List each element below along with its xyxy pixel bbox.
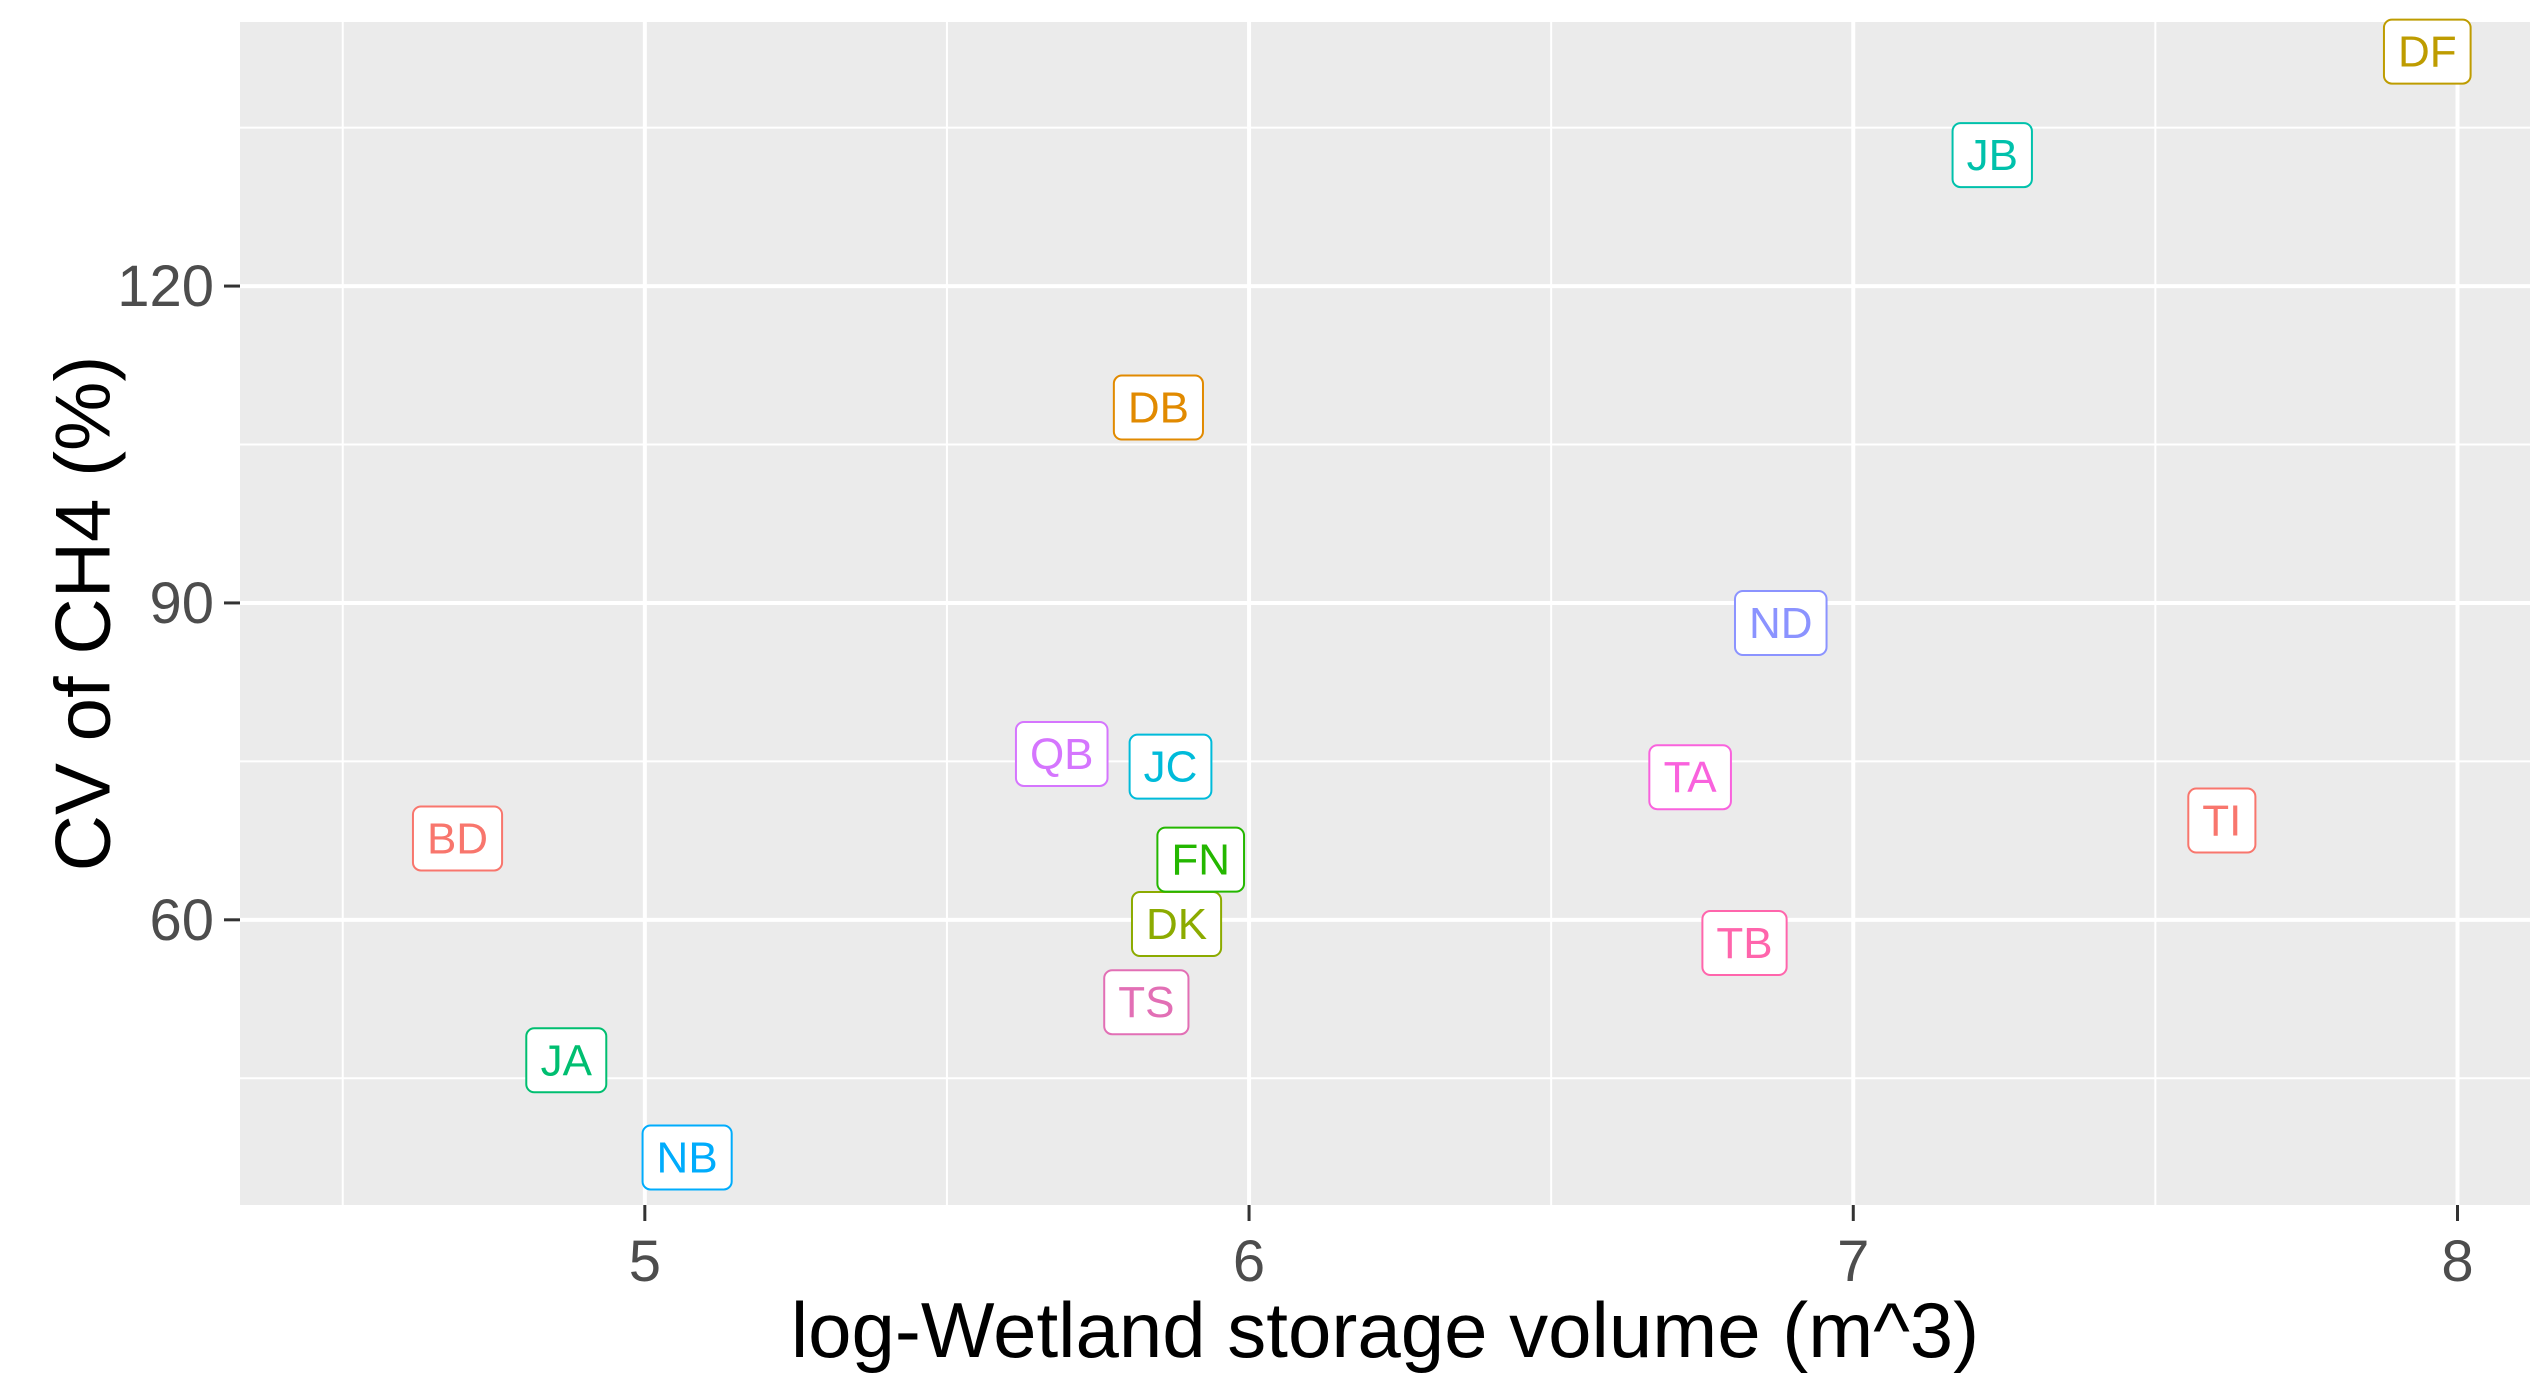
point-label-dk: DK — [1130, 891, 1223, 958]
point-label-text: DB — [1128, 384, 1189, 433]
point-labels: BD DB DF DK FN JA JB JC NB ND QB TA TB TI TS — [411, 18, 2472, 1191]
x-tick-label: 8 — [2441, 1229, 2473, 1294]
point-label-text: JA — [541, 1036, 593, 1085]
label-box — [2382, 18, 2472, 85]
plot-panel — [240, 22, 2530, 1205]
label-box — [1648, 744, 1732, 811]
point-label-text: TS — [1118, 978, 1174, 1027]
point-label-ti: TI — [2187, 787, 2257, 854]
x-axis-tick-labels: 5 6 7 8 — [629, 1229, 2474, 1294]
point-label-tb: TB — [1701, 910, 1788, 977]
point-label-nd: ND — [1733, 590, 1828, 657]
y-tick-label: 120 — [117, 254, 214, 319]
point-label-text: NB — [657, 1133, 718, 1182]
minor-grid — [240, 22, 2530, 1205]
y-axis-ticks — [224, 284, 240, 922]
point-label-df: DF — [2382, 18, 2472, 85]
label-box — [1733, 590, 1828, 657]
point-label-text: ND — [1749, 599, 1813, 648]
point-label-text: FN — [1171, 836, 1230, 885]
x-tick-label: 5 — [629, 1229, 661, 1294]
label-box — [411, 805, 504, 872]
x-axis-ticks — [643, 1205, 2459, 1221]
x-tick-label: 7 — [1837, 1229, 1869, 1294]
label-box — [1701, 910, 1788, 977]
point-label-text: TA — [1664, 753, 1718, 802]
point-label-qb: QB — [1014, 720, 1109, 787]
point-label-ja: JA — [525, 1027, 608, 1094]
point-label-ta: TA — [1648, 744, 1732, 811]
point-label-jb: JB — [1951, 122, 2033, 189]
point-label-nb: NB — [641, 1124, 733, 1191]
y-axis-title: CV of CH4 (%) — [38, 356, 126, 872]
label-box — [1103, 969, 1190, 1036]
y-axis-tick-labels: 60 90 120 — [117, 254, 214, 953]
point-label-fn: FN — [1156, 826, 1246, 893]
y-tick-label: 90 — [149, 571, 214, 636]
y-tick-label: 60 — [149, 888, 214, 953]
point-label-text: BD — [427, 814, 488, 863]
x-axis-title: log-Wetland storage volume (m^3) — [791, 1286, 1979, 1374]
point-label-text: JB — [1967, 131, 2018, 180]
point-label-db: DB — [1112, 374, 1204, 441]
point-label-text: DK — [1146, 900, 1207, 949]
point-label-text: TI — [2202, 797, 2241, 846]
point-label-jc: JC — [1128, 733, 1213, 800]
point-label-text: TB — [1716, 919, 1772, 968]
label-box — [1128, 733, 1213, 800]
major-grid — [240, 22, 2530, 1205]
label-box — [1156, 826, 1246, 893]
label-box — [2187, 787, 2257, 854]
point-label-text: QB — [1030, 730, 1094, 779]
point-label-ts: TS — [1103, 969, 1190, 1036]
label-box — [1951, 122, 2033, 189]
point-label-text: DF — [2398, 28, 2457, 77]
label-box — [525, 1027, 608, 1094]
point-label-text: JC — [1144, 743, 1198, 792]
x-tick-label: 6 — [1233, 1229, 1265, 1294]
point-label-bd: BD — [411, 805, 504, 872]
label-box — [1014, 720, 1109, 787]
label-box — [641, 1124, 733, 1191]
label-box — [1112, 374, 1204, 441]
